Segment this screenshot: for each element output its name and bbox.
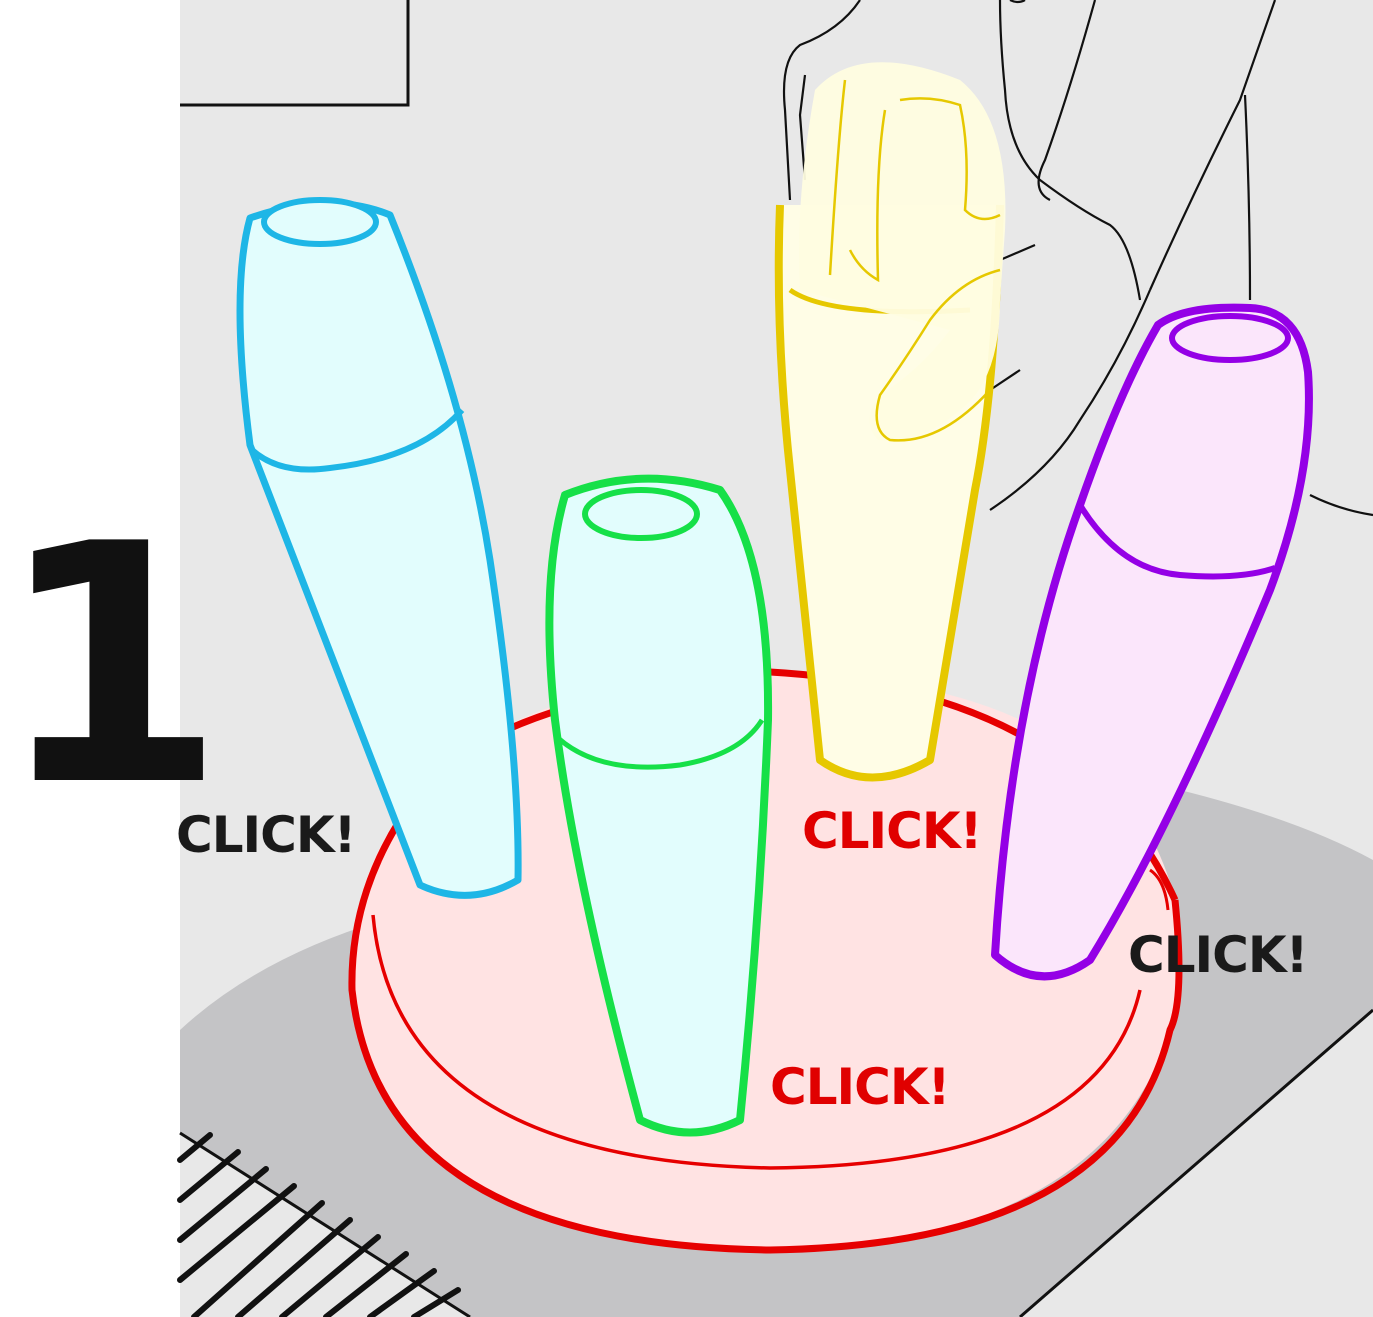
cyan-pin-body: [236, 199, 522, 899]
green-pin-body: [545, 474, 773, 1137]
green-pin-icon: [545, 474, 773, 1137]
purple-pin-top: [1169, 313, 1291, 363]
base-outer-ring: [348, 818, 1183, 1254]
hand-silhouette: [799, 62, 1006, 441]
person-outline: [782, 0, 1373, 517]
step-number: 1: [0, 474, 226, 858]
table-hatching: [177, 1132, 461, 1317]
click-label-left: CLICK!: [176, 806, 355, 864]
base-notch: [1149, 868, 1170, 911]
base-inner-rim: [371, 914, 1142, 1170]
purple-pin-band: [1077, 503, 1276, 580]
cyan-pin-icon: [236, 197, 522, 899]
green-pin-top: [582, 487, 700, 541]
cyan-pin-band: [250, 408, 465, 473]
click-label-center-top: CLICK!: [802, 802, 981, 860]
click-label-center-bottom: CLICK!: [770, 1058, 949, 1116]
purple-pin-icon: [991, 303, 1313, 981]
base-body: [352, 672, 1180, 1250]
wall-frame: [180, 0, 410, 107]
green-pin-band: [556, 718, 765, 770]
cyan-pin-top: [261, 197, 379, 247]
purple-pin-body: [991, 303, 1313, 981]
click-label-right: CLICK!: [1128, 926, 1307, 984]
hand-icon: [799, 62, 1006, 442]
hand-lines: [828, 79, 1001, 442]
